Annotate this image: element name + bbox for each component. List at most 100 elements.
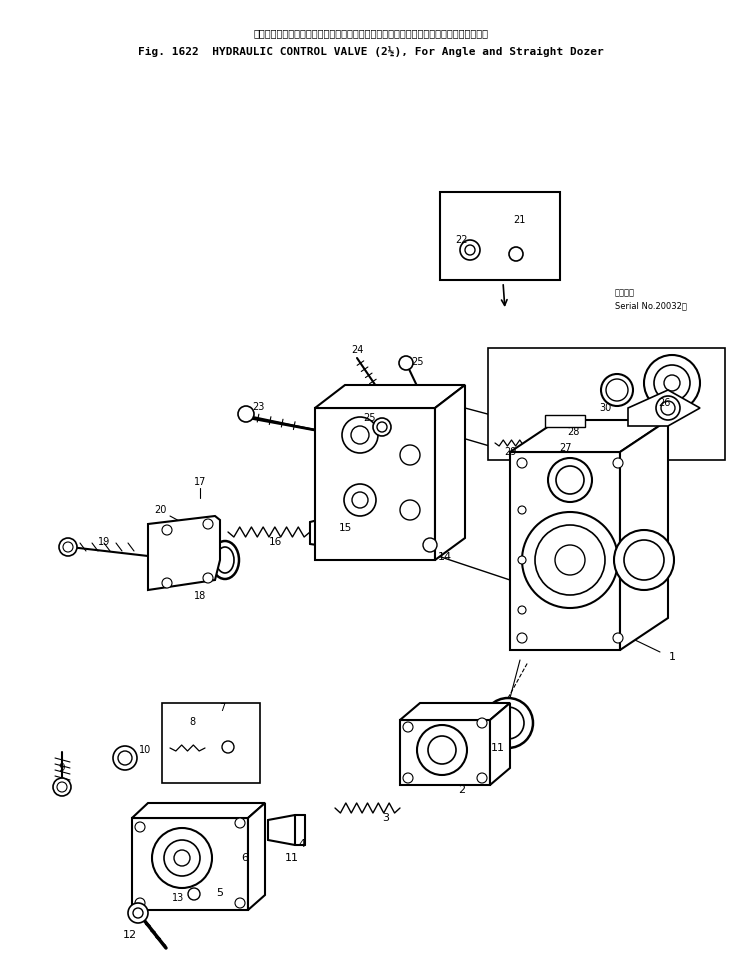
Circle shape — [535, 525, 605, 595]
Ellipse shape — [211, 541, 239, 579]
Circle shape — [235, 818, 245, 828]
Circle shape — [517, 633, 527, 643]
Polygon shape — [628, 390, 700, 426]
Circle shape — [428, 736, 456, 764]
Circle shape — [460, 240, 480, 260]
Ellipse shape — [528, 429, 542, 435]
Circle shape — [373, 418, 391, 436]
Text: 3: 3 — [382, 813, 390, 823]
Circle shape — [518, 506, 526, 514]
Circle shape — [63, 542, 73, 552]
Text: 25: 25 — [411, 357, 423, 367]
Ellipse shape — [216, 547, 234, 573]
Polygon shape — [132, 818, 248, 910]
Text: 19: 19 — [98, 537, 110, 547]
Circle shape — [162, 525, 172, 535]
Circle shape — [522, 512, 618, 608]
Circle shape — [624, 540, 664, 580]
Circle shape — [203, 519, 213, 529]
Text: 26: 26 — [658, 398, 670, 408]
Text: 24: 24 — [351, 345, 363, 355]
Circle shape — [477, 718, 487, 728]
Circle shape — [344, 484, 376, 516]
Circle shape — [403, 722, 413, 732]
Polygon shape — [488, 348, 725, 460]
Circle shape — [164, 840, 200, 876]
Circle shape — [152, 828, 212, 888]
Text: 8: 8 — [189, 717, 195, 727]
Text: 16: 16 — [269, 537, 282, 547]
Text: 10: 10 — [139, 745, 151, 755]
Text: Fig. 1622  HYDRAULIC CONTROL VALVE (2½), For Angle and Straight Dozer: Fig. 1622 HYDRAULIC CONTROL VALVE (2½), … — [138, 47, 604, 57]
Circle shape — [57, 782, 67, 792]
Circle shape — [644, 355, 700, 411]
Circle shape — [661, 401, 675, 415]
Text: ハイドロリック　コントロール　バルブ　　　アングル　および　ストレート　ドーザ用: ハイドロリック コントロール バルブ アングル および ストレート ドーザ用 — [254, 28, 488, 38]
Text: 18: 18 — [194, 591, 206, 601]
Polygon shape — [315, 385, 465, 408]
Text: 4: 4 — [298, 839, 306, 849]
Circle shape — [465, 245, 475, 255]
Polygon shape — [620, 420, 668, 650]
Circle shape — [174, 850, 190, 866]
Polygon shape — [510, 452, 620, 650]
Circle shape — [352, 492, 368, 508]
Circle shape — [342, 417, 378, 453]
Text: 5: 5 — [217, 888, 223, 898]
Circle shape — [613, 633, 623, 643]
Bar — [440, 192, 560, 280]
Circle shape — [601, 374, 633, 406]
Polygon shape — [315, 408, 435, 560]
Circle shape — [203, 573, 213, 583]
Circle shape — [399, 356, 413, 370]
Circle shape — [113, 746, 137, 770]
Ellipse shape — [237, 833, 259, 861]
Text: 17: 17 — [194, 477, 206, 487]
Circle shape — [606, 379, 628, 401]
Text: 20: 20 — [154, 505, 166, 515]
Text: 9: 9 — [59, 763, 65, 773]
Circle shape — [518, 556, 526, 564]
Circle shape — [118, 751, 132, 765]
Circle shape — [188, 888, 200, 900]
Circle shape — [614, 530, 674, 590]
Text: 28: 28 — [567, 427, 580, 437]
Circle shape — [417, 725, 467, 775]
Circle shape — [400, 445, 420, 465]
Text: 25: 25 — [364, 413, 376, 423]
Circle shape — [135, 822, 145, 832]
Text: 2: 2 — [459, 785, 465, 795]
Text: Serial No.20032～: Serial No.20032～ — [615, 302, 687, 310]
Text: 22: 22 — [456, 235, 468, 245]
Circle shape — [517, 458, 527, 468]
Polygon shape — [510, 420, 668, 452]
Text: 30: 30 — [599, 403, 611, 413]
Circle shape — [654, 365, 690, 401]
Circle shape — [162, 578, 172, 588]
Text: 29: 29 — [504, 447, 516, 457]
Polygon shape — [132, 803, 265, 818]
Polygon shape — [148, 516, 220, 590]
Circle shape — [556, 466, 584, 494]
Polygon shape — [490, 703, 510, 785]
Circle shape — [518, 606, 526, 614]
Circle shape — [509, 247, 523, 261]
Text: 7: 7 — [219, 703, 225, 713]
Text: 11: 11 — [285, 853, 299, 863]
Bar — [162, 703, 260, 783]
Circle shape — [53, 778, 71, 796]
Circle shape — [59, 538, 77, 556]
Text: 15: 15 — [338, 523, 352, 533]
Circle shape — [423, 538, 437, 552]
Circle shape — [483, 698, 533, 748]
Circle shape — [555, 545, 585, 575]
Circle shape — [377, 422, 387, 432]
Circle shape — [222, 741, 234, 753]
Circle shape — [128, 903, 148, 923]
Circle shape — [135, 898, 145, 908]
Text: 21: 21 — [513, 215, 525, 225]
Polygon shape — [248, 803, 265, 910]
Circle shape — [548, 458, 592, 502]
Circle shape — [202, 747, 212, 757]
Text: 12: 12 — [123, 930, 137, 940]
